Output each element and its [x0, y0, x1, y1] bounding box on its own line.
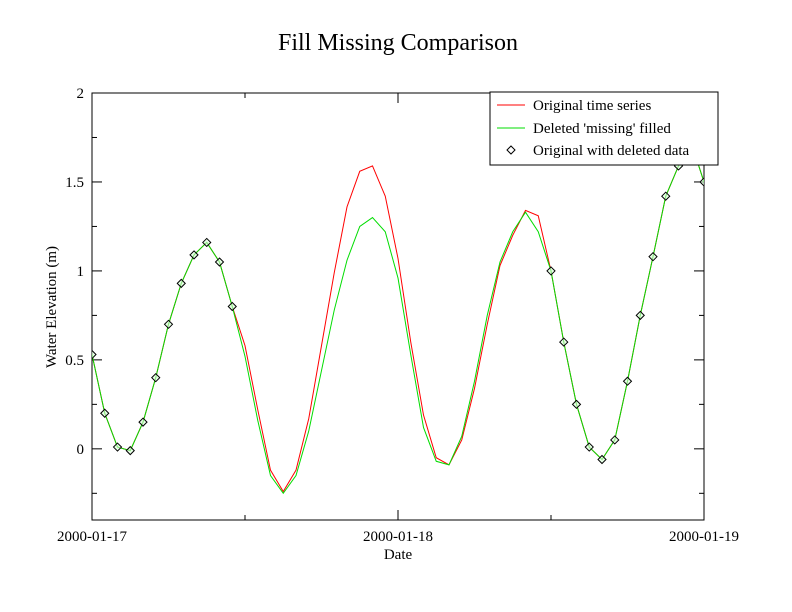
- data-point-marker: [699, 177, 704, 187]
- data-point-marker: [214, 257, 225, 267]
- legend-label-filled: Deleted 'missing' filled: [533, 121, 671, 137]
- data-point-marker: [661, 191, 671, 201]
- x-axis-label: Date: [384, 547, 413, 563]
- data-point-marker: [125, 445, 135, 456]
- data-point-marker: [176, 278, 186, 289]
- data-point-marker: [112, 442, 123, 452]
- data-point-marker: [648, 251, 658, 262]
- legend-label-original: Original time series: [533, 98, 651, 114]
- data-point-marker: [635, 310, 645, 321]
- data-point-marker: [100, 408, 110, 418]
- data-point-marker: [202, 237, 212, 248]
- data-point-marker: [227, 301, 237, 312]
- x-tick-label: 2000-01-19: [669, 529, 739, 545]
- legend-swatch-markers: [506, 145, 516, 155]
- data-point-marker: [597, 454, 607, 465]
- data-point-marker: [138, 417, 148, 427]
- y-tick-label: 1.5: [65, 175, 84, 191]
- y-axis: 0 0.5 1 1.5 2: [65, 86, 704, 494]
- legend-label-markers: Original with deleted data: [533, 143, 690, 159]
- data-point-marker: [151, 372, 161, 383]
- legend-box: [489, 91, 719, 166]
- data-point-marker: [559, 337, 569, 347]
- y-tick-label: 0.5: [65, 353, 84, 369]
- data-point-marker: [92, 349, 97, 360]
- series-layer: [92, 138, 704, 495]
- data-point-marker: [189, 250, 199, 260]
- data-point-marker: [163, 319, 174, 329]
- y-tick-label: 2: [77, 86, 85, 102]
- chart-title: Fill Missing Comparison: [278, 30, 518, 56]
- y-tick-label: 0: [77, 442, 85, 458]
- legend: Original time series Deleted 'missing' f…: [489, 91, 719, 166]
- y-axis-label: Water Elevation (m): [44, 246, 60, 368]
- data-point-marker: [571, 399, 582, 410]
- data-point-marker: [584, 442, 594, 452]
- x-tick-label: 2000-01-18: [363, 529, 433, 545]
- data-point-marker: [622, 376, 633, 386]
- x-tick-label: 2000-01-17: [57, 529, 127, 545]
- data-point-marker: [610, 435, 620, 445]
- data-point-marker: [546, 266, 556, 276]
- y-tick-label: 1: [77, 264, 85, 280]
